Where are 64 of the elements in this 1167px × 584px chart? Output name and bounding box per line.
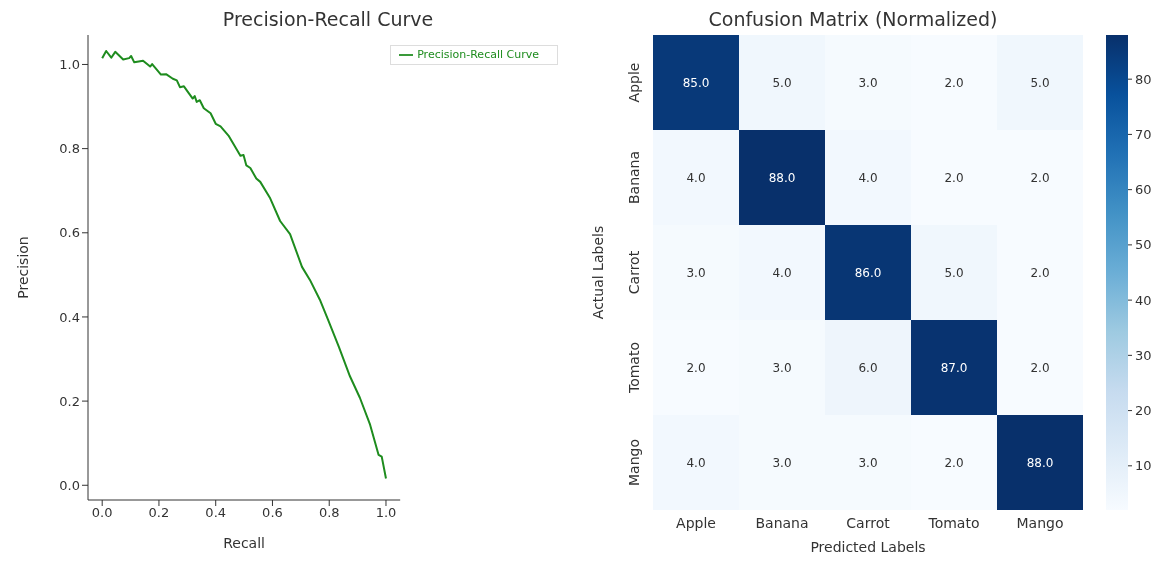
data-label: 3.0 bbox=[772, 360, 792, 375]
data-label: 86.0 bbox=[854, 265, 882, 280]
data-label: 2.0 bbox=[1030, 170, 1050, 185]
y-axis-title: Actual Labels bbox=[589, 225, 606, 320]
x-tick-label: 1.0 bbox=[375, 505, 397, 521]
data-label: 5.0 bbox=[1030, 75, 1050, 90]
x-tick-label: Mango bbox=[1016, 514, 1064, 531]
data-label: 4.0 bbox=[772, 265, 792, 280]
color-bar-label: 80 bbox=[1135, 71, 1152, 87]
x-axis-title: Recall bbox=[223, 535, 265, 551]
data-label: 2.0 bbox=[944, 75, 964, 90]
y-tick-label: 1.0 bbox=[59, 57, 80, 73]
color-bar-label: 50 bbox=[1135, 237, 1152, 253]
data-label: 5.0 bbox=[944, 265, 964, 280]
data-label: 6.0 bbox=[858, 360, 878, 375]
x-tick-label: 0.2 bbox=[148, 505, 170, 521]
data-label: 87.0 bbox=[940, 360, 968, 375]
data-label: 88.0 bbox=[1026, 455, 1054, 470]
x-tick-label: 0.8 bbox=[318, 505, 340, 521]
data-label: 5.0 bbox=[772, 75, 792, 90]
color-bar-label: 30 bbox=[1135, 347, 1152, 363]
x-tick-label: 0.4 bbox=[205, 505, 227, 521]
data-label: 3.0 bbox=[858, 75, 878, 90]
data-label: 3.0 bbox=[772, 455, 792, 470]
x-tick-label: Apple bbox=[676, 514, 716, 531]
color-bar-label: 70 bbox=[1135, 126, 1152, 142]
data-label: 88.0 bbox=[768, 170, 796, 185]
color-bar-label: 60 bbox=[1135, 182, 1152, 198]
data-label: 2.0 bbox=[944, 170, 964, 185]
y-tick-label: 0.0 bbox=[59, 477, 80, 493]
data-label: 3.0 bbox=[858, 455, 878, 470]
x-axis-title: Predicted Labels bbox=[810, 539, 926, 555]
x-tick-label: Tomato bbox=[927, 514, 980, 531]
chart-title: Precision-Recall Curve bbox=[221, 8, 435, 30]
chart-title: Confusion Matrix (Normalized) bbox=[707, 8, 999, 30]
y-tick-label: Carrot bbox=[626, 250, 642, 295]
y-tick-label: Mango bbox=[626, 439, 642, 486]
y-tick-label: 0.2 bbox=[59, 393, 80, 409]
y-tick-label: Banana bbox=[626, 150, 642, 205]
y-tick-label: Apple bbox=[626, 62, 642, 103]
color-bar-label: 20 bbox=[1135, 403, 1152, 419]
y-tick-label: 0.4 bbox=[59, 309, 80, 325]
data-label: 2.0 bbox=[1030, 265, 1050, 280]
data-label: 85.0 bbox=[682, 75, 710, 90]
y-tick-label: 0.8 bbox=[59, 141, 80, 157]
data-label: 2.0 bbox=[1030, 360, 1050, 375]
x-tick-label: 0.6 bbox=[262, 505, 283, 521]
x-tick-label: Carrot bbox=[846, 514, 891, 531]
x-tick-label: Banana bbox=[755, 514, 809, 531]
legend-label: Precision-Recall Curve bbox=[417, 48, 539, 61]
data-label: 2.0 bbox=[944, 455, 964, 470]
color-bar-label: 10 bbox=[1135, 458, 1152, 474]
y-tick-label: 0.6 bbox=[59, 225, 80, 241]
color-bar-label: 40 bbox=[1135, 292, 1152, 308]
y-tick-label: Tomato bbox=[626, 341, 642, 395]
y-axis-title: Precision bbox=[14, 236, 31, 299]
data-label: 4.0 bbox=[686, 170, 706, 185]
data-label: 4.0 bbox=[686, 455, 706, 470]
data-label: 2.0 bbox=[686, 360, 706, 375]
x-tick-label: 0.0 bbox=[91, 505, 113, 521]
data-label: 4.0 bbox=[858, 170, 878, 185]
line-series bbox=[101, 49, 387, 480]
colorbar: 10 20 30 40 50 60 70 80 bbox=[1106, 30, 1167, 560]
data-label: 3.0 bbox=[686, 265, 706, 280]
